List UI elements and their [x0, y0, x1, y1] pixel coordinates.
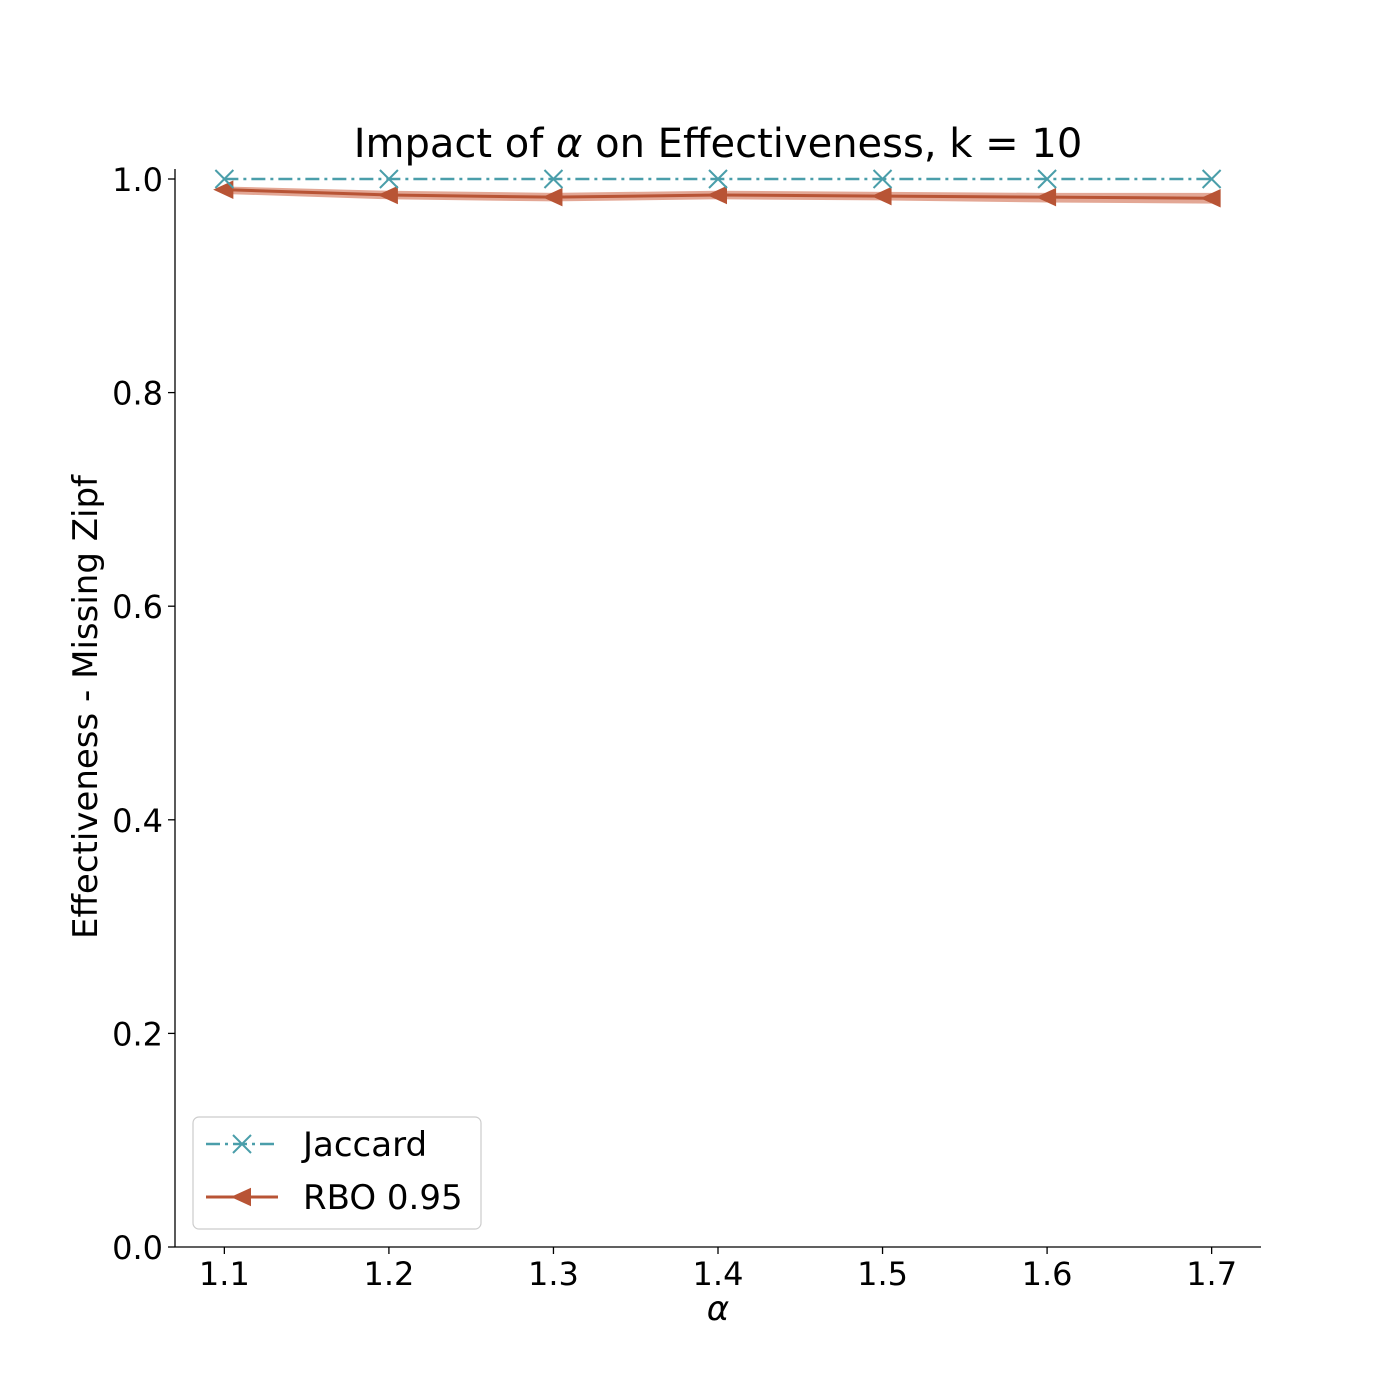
x-axis-ticks: 1.1 1.2 1.3 1.4 1.5 1.6 1.7: [199, 1247, 1237, 1293]
jaccard-data-point: [379, 169, 399, 189]
x-tick-label: 1.5: [857, 1255, 908, 1293]
x-tick-label: 1.4: [693, 1255, 744, 1293]
y-tick-label: 0.4: [112, 802, 163, 840]
legend-jaccard-label: Jaccard: [301, 1125, 427, 1165]
plot-area: [213, 169, 1222, 208]
jaccard-data-point: [214, 169, 235, 189]
x-tick-label: 1.1: [199, 1255, 250, 1293]
y-tick-label: 0.8: [112, 375, 163, 413]
x-tick-label: 1.6: [1022, 1255, 1073, 1293]
jaccard-data-point: [543, 169, 564, 189]
x-axis-label: α: [707, 1289, 729, 1329]
rbo-data-point: [706, 185, 727, 205]
jaccard-data-point: [872, 169, 893, 189]
x-tick-label: 1.3: [528, 1255, 579, 1293]
legend-rbo-marker: [230, 1187, 251, 1207]
legend-rbo-label: RBO 0.95: [303, 1178, 463, 1218]
y-axis-ticks: 0.0 0.2 0.4 0.6 0.8 1.0: [112, 161, 175, 1267]
y-tick-label: 0.6: [112, 588, 163, 626]
y-tick-label: 0.0: [112, 1229, 163, 1267]
chart-title: Impact of α on Effectiveness, k = 10: [354, 121, 1083, 167]
rbo-data-point: [1200, 188, 1221, 208]
y-axis-label: Effectiveness - Missing Zipf: [66, 474, 106, 939]
y-tick-label: 1.0: [112, 161, 163, 199]
rbo-data-point: [213, 180, 234, 199]
rbo-data-point: [871, 186, 892, 206]
y-tick-label: 0.2: [112, 1015, 163, 1053]
jaccard-data-point: [1201, 169, 1222, 189]
x-tick-label: 1.7: [1186, 1255, 1237, 1293]
rbo-data-point: [1035, 187, 1057, 207]
legend: Jaccard RBO 0.95: [192, 1116, 482, 1230]
rbo-data-point: [377, 185, 398, 205]
x-tick-label: 1.2: [363, 1255, 414, 1293]
jaccard-data-point: [1037, 169, 1057, 189]
legend-jaccard-marker: [232, 1134, 252, 1154]
rbo-data-point: [542, 187, 563, 207]
jaccard-data-point: [708, 169, 728, 189]
